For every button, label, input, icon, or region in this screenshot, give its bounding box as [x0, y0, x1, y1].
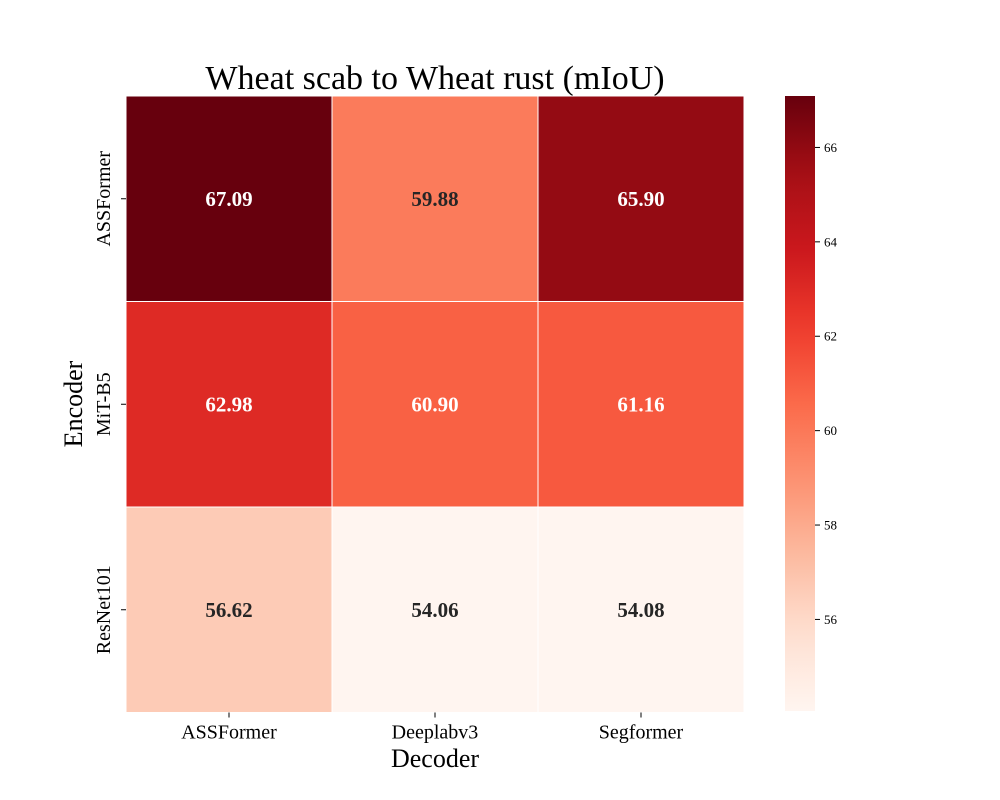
cell-value-label: 54.06 — [411, 598, 458, 622]
colorbar-tick-label: 62 — [824, 329, 837, 344]
heatmap-cells — [125, 95, 745, 713]
cell-value-label: 65.90 — [617, 187, 664, 211]
y-axis-label: Encoder — [59, 360, 88, 447]
heatmap-cell — [125, 95, 333, 302]
cell-value-label: 56.62 — [205, 598, 252, 622]
y-tick-label: MiT-B5 — [93, 372, 115, 436]
colorbar-tick-label: 56 — [824, 612, 838, 627]
colorbar-tick-label: 60 — [824, 423, 837, 438]
cell-labels: 67.09 59.88 65.90 62.98 60.90 61.16 56.62 54.06… — [205, 187, 664, 622]
heatmap-cell — [125, 506, 333, 713]
heatmap-cell — [331, 506, 539, 713]
colorbar-tick-label: 66 — [824, 140, 838, 155]
cell-value-label: 62.98 — [205, 392, 252, 416]
x-tick-label: ASSFormer — [181, 722, 277, 744]
cell-value-label: 59.88 — [411, 187, 458, 211]
cell-value-label: 61.16 — [617, 392, 664, 416]
colorbar-ticks: 56 58 60 62 64 66 — [815, 140, 838, 627]
cell-value-label: 60.90 — [411, 392, 458, 416]
colorbar-tick-label: 58 — [824, 518, 837, 533]
x-tick-label: Segformer — [599, 722, 684, 744]
heatmap-cell — [537, 301, 745, 508]
colorbar — [785, 96, 815, 711]
cell-value-label: 67.09 — [205, 187, 252, 211]
y-tick-label: ASSFormer — [93, 151, 115, 247]
x-axis-ticks: ASSFormer Deeplabv3 Segformer — [181, 712, 684, 744]
x-axis-label: Decoder — [391, 744, 479, 773]
heatmap-cell — [331, 95, 539, 302]
heatmap-cell — [331, 301, 539, 508]
heatmap-cell — [537, 95, 745, 302]
chart-title: Wheat scab to Wheat rust (mIoU) — [205, 60, 664, 97]
y-axis-ticks: ASSFormer MiT-B5 ResNet101 — [93, 151, 126, 654]
y-tick-label: ResNet101 — [93, 565, 115, 654]
x-tick-label: Deeplabv3 — [392, 722, 479, 744]
cell-value-label: 54.08 — [617, 598, 664, 622]
colorbar-tick-label: 64 — [824, 234, 838, 249]
heatmap-cell — [125, 301, 333, 508]
